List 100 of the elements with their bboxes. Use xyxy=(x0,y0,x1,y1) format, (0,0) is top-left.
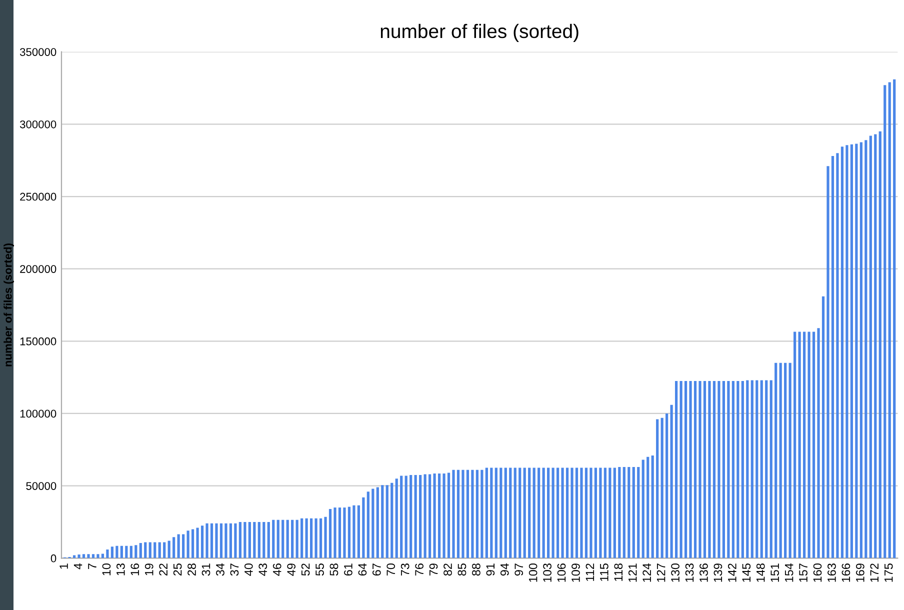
bar xyxy=(372,488,374,558)
bar xyxy=(812,332,816,558)
x-tick-label: 94 xyxy=(500,563,509,576)
x-tick-label: 139 xyxy=(714,564,722,582)
bar xyxy=(296,520,298,558)
bar xyxy=(220,523,223,558)
y-tick-label: 50000 xyxy=(26,482,56,490)
bar xyxy=(618,467,621,558)
bar xyxy=(514,468,516,558)
bar xyxy=(746,380,749,558)
bar xyxy=(756,380,758,558)
x-tick-label: 13 xyxy=(116,564,125,576)
bar xyxy=(556,468,560,558)
x-tick-label: 31 xyxy=(202,564,210,576)
bar xyxy=(674,380,678,558)
bar xyxy=(808,332,810,558)
bar xyxy=(817,328,820,558)
bar xyxy=(82,554,86,558)
bar xyxy=(727,380,730,558)
x-tick-label: 163 xyxy=(828,564,836,582)
y-tick-label: 350000 xyxy=(20,48,56,56)
x-tick-label: 130 xyxy=(671,563,680,582)
bar xyxy=(352,505,356,558)
bar xyxy=(642,460,644,558)
x-tick-label: 124 xyxy=(642,563,651,582)
bar xyxy=(561,468,564,558)
bar xyxy=(760,380,763,558)
x-tick-label: 7 xyxy=(88,564,96,569)
bar xyxy=(608,468,612,558)
x-tick-label: 1 xyxy=(60,564,68,569)
y-axis-title: number of files (sorted) xyxy=(4,244,14,366)
bar xyxy=(324,516,327,558)
bar xyxy=(210,523,214,558)
bar xyxy=(874,134,877,558)
bar xyxy=(784,362,787,558)
bar xyxy=(305,518,308,558)
bar xyxy=(651,455,654,558)
bar xyxy=(134,545,138,558)
bar xyxy=(452,470,455,558)
y-tick-label: 150000 xyxy=(20,337,56,346)
bar xyxy=(712,380,716,558)
bar xyxy=(229,523,232,558)
bar xyxy=(224,523,228,558)
bar xyxy=(893,79,896,558)
bar xyxy=(96,554,100,558)
bar xyxy=(286,520,289,558)
bar xyxy=(343,508,346,558)
bar xyxy=(831,156,834,558)
x-tick-label: 40 xyxy=(244,563,253,576)
bar xyxy=(750,380,754,558)
bar xyxy=(92,554,95,558)
bar xyxy=(390,482,394,558)
bar xyxy=(414,474,417,558)
bar xyxy=(826,166,830,558)
x-tick-label: 133 xyxy=(685,564,694,582)
bar xyxy=(570,468,574,558)
y-tick-label: 100000 xyxy=(20,410,56,418)
x-tick-label: 154 xyxy=(784,563,794,582)
x-tick-label: 103 xyxy=(543,564,552,582)
bar xyxy=(698,380,702,558)
bar xyxy=(139,542,142,558)
bar xyxy=(428,474,432,558)
bar xyxy=(532,468,536,558)
bar xyxy=(684,380,688,558)
bar xyxy=(282,520,284,558)
y-tick-label: 0 xyxy=(50,554,56,562)
bar xyxy=(144,542,147,558)
x-tick-label: 115 xyxy=(600,564,608,581)
bar xyxy=(248,522,251,558)
bar xyxy=(120,546,123,558)
bar xyxy=(148,542,152,558)
x-tick-label: 67 xyxy=(372,564,381,576)
bar xyxy=(395,478,398,558)
bar xyxy=(154,542,156,558)
bar xyxy=(258,522,260,558)
bar xyxy=(191,529,194,558)
bar xyxy=(547,468,550,558)
x-tick-label: 25 xyxy=(173,564,182,576)
chart-title: number of files (sorted) xyxy=(380,24,578,42)
bar xyxy=(78,554,80,558)
bar xyxy=(168,540,170,558)
x-tick-label: 118 xyxy=(614,564,623,581)
bar xyxy=(381,485,384,558)
x-tick-label: 136 xyxy=(700,564,708,582)
bar xyxy=(386,485,388,558)
bar xyxy=(234,523,237,558)
bar xyxy=(779,362,782,558)
bar xyxy=(528,468,531,558)
bar xyxy=(442,474,446,558)
bar xyxy=(888,82,891,558)
bar xyxy=(884,85,886,558)
bar xyxy=(110,546,114,558)
bar xyxy=(338,508,342,558)
bar xyxy=(722,380,726,558)
bar xyxy=(262,522,266,558)
x-tick-label: 16 xyxy=(130,564,140,576)
bar xyxy=(850,144,853,558)
bar xyxy=(177,534,180,558)
bar xyxy=(87,554,90,558)
bar xyxy=(770,380,772,558)
